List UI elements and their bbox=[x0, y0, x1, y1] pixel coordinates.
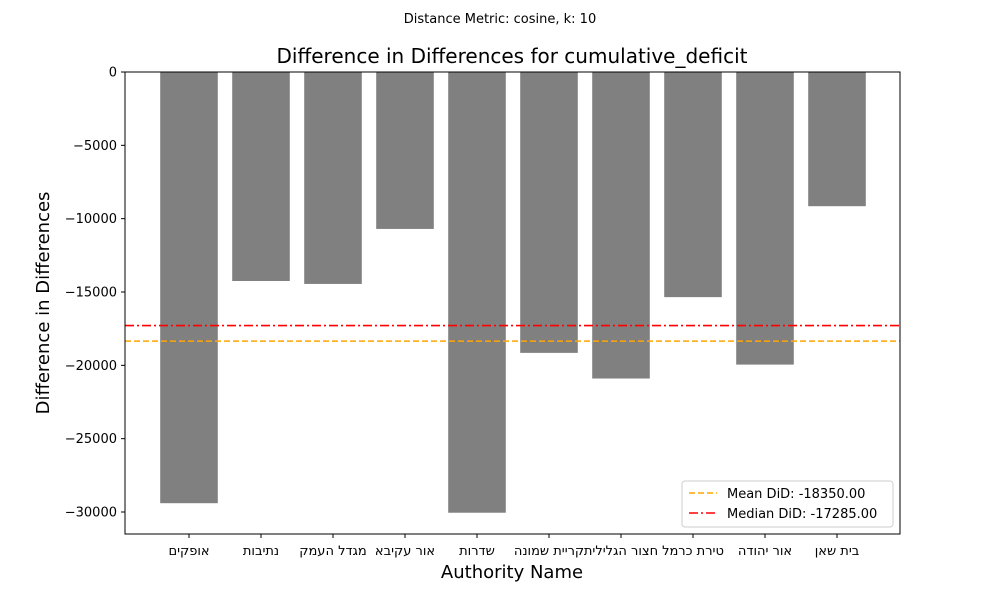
bar-7 bbox=[664, 72, 722, 298]
legend: Mean DiD: -18350.00 Median DiD: -17285.00 bbox=[681, 480, 894, 528]
bar-2 bbox=[304, 72, 362, 284]
y-tick-label: −25000 bbox=[65, 432, 117, 447]
bar-1 bbox=[232, 72, 290, 281]
legend-label-1: Median DiD: -17285.00 bbox=[727, 507, 877, 522]
x-tick-label: אור יהודה bbox=[738, 544, 792, 559]
x-tick-label: מגדל העמק bbox=[299, 544, 367, 559]
x-tick-label: בית שאן bbox=[815, 544, 860, 559]
y-tick-label: −15000 bbox=[65, 286, 117, 301]
bar-8 bbox=[736, 72, 794, 365]
y-tick-label: 0 bbox=[109, 66, 117, 81]
x-tick-label: נתיבות bbox=[243, 544, 279, 559]
x-tick-label: טירת כרמל bbox=[662, 544, 724, 559]
bar-6 bbox=[592, 72, 650, 379]
y-tick-label: −5000 bbox=[73, 139, 117, 154]
y-axis-label: Difference in Differences bbox=[33, 192, 54, 415]
x-tick-label: שדרות bbox=[459, 544, 495, 559]
figure-suptitle: Distance Metric: cosine, k: 10 bbox=[404, 12, 596, 27]
bars-layer bbox=[160, 72, 866, 513]
x-tick-label: חצור הגלילית bbox=[584, 544, 658, 559]
y-tick-label: −30000 bbox=[65, 506, 117, 521]
legend-items: Mean DiD: -18350.00 Median DiD: -17285.00 bbox=[689, 487, 877, 522]
y-tick-label: −10000 bbox=[65, 212, 117, 227]
bar-9 bbox=[808, 72, 866, 207]
legend-box bbox=[681, 480, 894, 528]
reference-lines-layer bbox=[125, 324, 900, 342]
legend-label-0: Mean DiD: -18350.00 bbox=[727, 487, 865, 502]
x-tick-label: קריית שמונה bbox=[514, 544, 584, 559]
bar-0 bbox=[160, 72, 218, 504]
chart-title: Difference in Differences for cumulative… bbox=[277, 44, 748, 68]
bar-3 bbox=[376, 72, 434, 229]
x-tick-label: אור עקיבא bbox=[375, 544, 435, 559]
bar-5 bbox=[520, 72, 578, 353]
y-axis-ticks: 0 −5000 −10000 −15000 −20000 −25000 −30000 bbox=[65, 66, 125, 521]
x-tick-label: אופקים bbox=[168, 544, 209, 559]
y-tick-label: −20000 bbox=[65, 359, 117, 374]
x-axis-label: Authority Name bbox=[441, 562, 583, 583]
x-axis-ticks: אופקים נתיבות מגדל העמק אור עקיבא שדרות קריית… bbox=[168, 534, 859, 559]
plot-area-frame bbox=[124, 71, 901, 535]
bar-4 bbox=[448, 72, 506, 513]
